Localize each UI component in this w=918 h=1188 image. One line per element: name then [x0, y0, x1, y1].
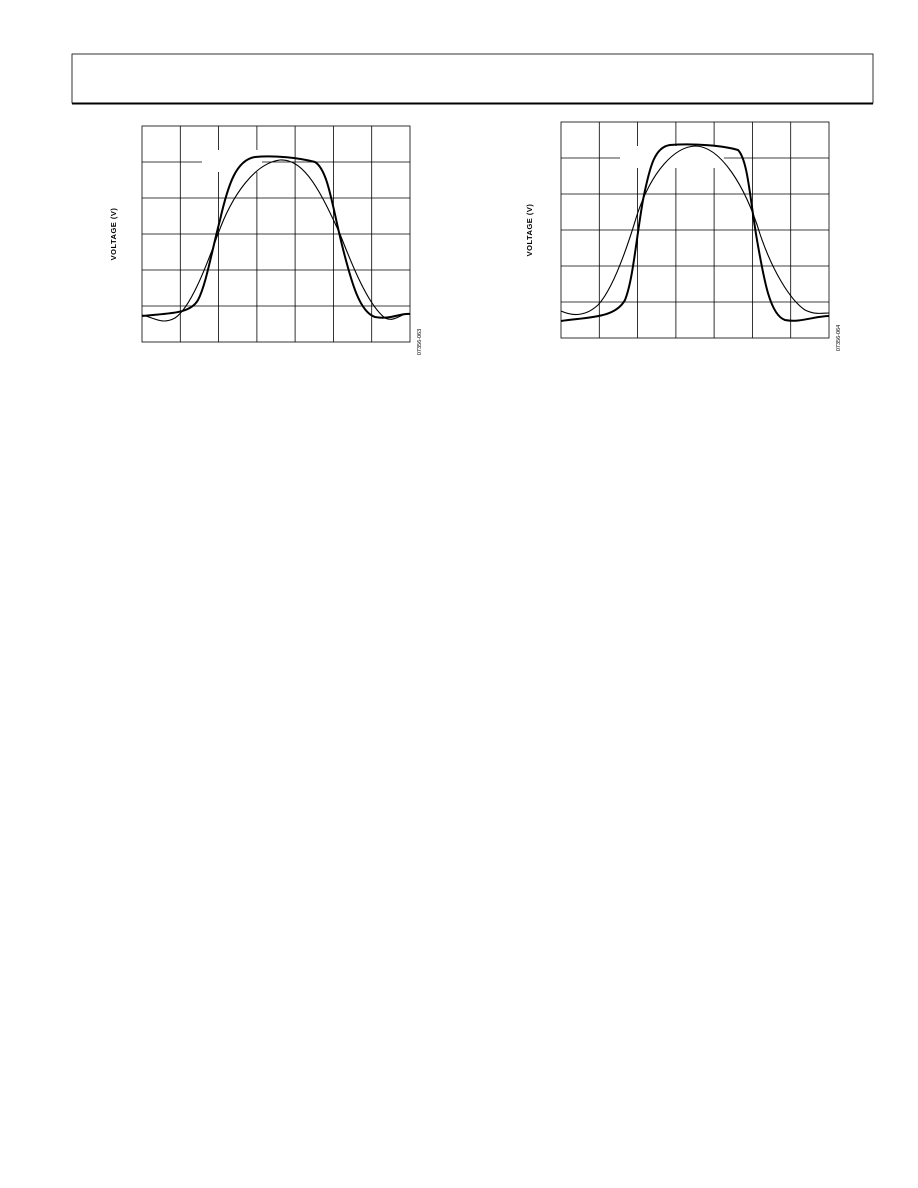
- y-axis-label: VOLTAGE (V): [109, 208, 118, 261]
- figure-right: VOLTAGE (V) 07356-064: [525, 121, 842, 351]
- plot-frame: [560, 121, 830, 339]
- figure-id: 07356-063: [417, 329, 423, 355]
- y-axis-label: VOLTAGE (V): [525, 204, 534, 257]
- annotation-gap: [202, 150, 262, 172]
- trace-thin: [560, 145, 830, 316]
- plot-frame: [141, 125, 411, 343]
- figure-id: 07356-064: [836, 325, 842, 351]
- trace-thin: [141, 159, 411, 322]
- figure-left: VOLTAGE (V) 07356-063: [109, 125, 423, 355]
- trace-thick: [560, 143, 830, 322]
- trace-thick: [141, 155, 411, 319]
- annotation-gap: [620, 146, 724, 168]
